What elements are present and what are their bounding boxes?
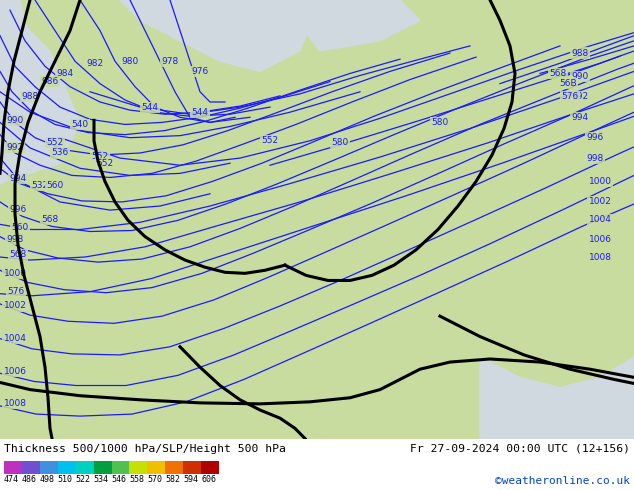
Text: 1004: 1004: [4, 334, 27, 343]
Bar: [40, 461, 58, 474]
Text: 998: 998: [586, 153, 604, 163]
Text: 1004: 1004: [588, 215, 611, 224]
Text: 1006: 1006: [588, 235, 612, 244]
Text: 1006: 1006: [4, 367, 27, 376]
Bar: [183, 461, 201, 474]
Text: 568: 568: [41, 215, 58, 224]
Text: 988: 988: [571, 49, 588, 57]
Text: 568: 568: [10, 250, 27, 260]
Polygon shape: [120, 0, 320, 72]
Text: 568: 568: [550, 69, 567, 78]
Text: 552: 552: [96, 159, 113, 168]
Polygon shape: [280, 0, 420, 51]
Text: 1002: 1002: [4, 301, 27, 311]
Text: 552: 552: [261, 136, 278, 145]
Text: 992: 992: [6, 144, 23, 152]
Bar: [75, 461, 94, 474]
Text: 1002: 1002: [588, 197, 611, 206]
Text: 982: 982: [86, 59, 103, 68]
Text: 1008: 1008: [4, 399, 27, 408]
Text: 536: 536: [51, 148, 68, 157]
Text: 582: 582: [165, 475, 180, 484]
Text: 990: 990: [571, 72, 588, 81]
Polygon shape: [480, 357, 634, 439]
Text: ©weatheronline.co.uk: ©weatheronline.co.uk: [495, 476, 630, 486]
Text: 552: 552: [46, 138, 63, 147]
Text: 544: 544: [191, 108, 209, 117]
Bar: [4, 461, 22, 474]
Text: 986: 986: [41, 77, 58, 86]
Text: 552: 552: [91, 151, 108, 161]
Text: 994: 994: [571, 113, 588, 122]
Text: 1000: 1000: [588, 177, 612, 186]
Text: Thickness 500/1000 hPa/SLP/Height 500 hPa: Thickness 500/1000 hPa/SLP/Height 500 hP…: [4, 443, 286, 454]
Bar: [165, 461, 183, 474]
Polygon shape: [0, 0, 80, 184]
Text: 978: 978: [162, 57, 179, 66]
Text: 976: 976: [191, 67, 209, 76]
Text: 580: 580: [431, 118, 449, 127]
Bar: [201, 461, 219, 474]
Text: 984: 984: [56, 69, 74, 78]
Text: 486: 486: [22, 475, 37, 484]
Polygon shape: [0, 0, 30, 51]
Bar: [58, 461, 75, 474]
Text: 1008: 1008: [588, 252, 612, 262]
Text: 546: 546: [112, 475, 127, 484]
Text: 560: 560: [46, 181, 63, 190]
Text: 510: 510: [58, 475, 73, 484]
Text: 990: 990: [6, 116, 23, 125]
Text: 1000: 1000: [4, 269, 27, 278]
Text: 498: 498: [40, 475, 55, 484]
Bar: [112, 461, 129, 474]
Text: 576: 576: [561, 93, 579, 101]
Text: 996: 996: [586, 133, 604, 142]
Bar: [94, 461, 112, 474]
Text: 532: 532: [32, 181, 49, 190]
Text: 594: 594: [183, 475, 198, 484]
Bar: [22, 461, 40, 474]
Text: 540: 540: [72, 120, 89, 129]
Text: 56B: 56B: [559, 79, 577, 88]
Text: 996: 996: [10, 205, 27, 214]
Text: Fr 27-09-2024 00:00 UTC (12+156): Fr 27-09-2024 00:00 UTC (12+156): [410, 443, 630, 454]
Text: 606: 606: [201, 475, 216, 484]
Text: 544: 544: [141, 102, 158, 112]
Text: 992: 992: [571, 93, 588, 101]
Text: 980: 980: [121, 57, 139, 66]
Text: 570: 570: [147, 475, 162, 484]
Text: 560: 560: [11, 223, 29, 232]
Text: 474: 474: [4, 475, 19, 484]
Text: 998: 998: [6, 235, 23, 244]
Text: 534: 534: [94, 475, 108, 484]
Text: 994: 994: [10, 174, 27, 183]
Text: 580: 580: [332, 138, 349, 147]
Text: 522: 522: [75, 475, 91, 484]
Bar: [129, 461, 147, 474]
Bar: [147, 461, 165, 474]
Text: 988: 988: [22, 93, 39, 101]
Text: 576: 576: [8, 287, 25, 296]
Text: 558: 558: [129, 475, 145, 484]
